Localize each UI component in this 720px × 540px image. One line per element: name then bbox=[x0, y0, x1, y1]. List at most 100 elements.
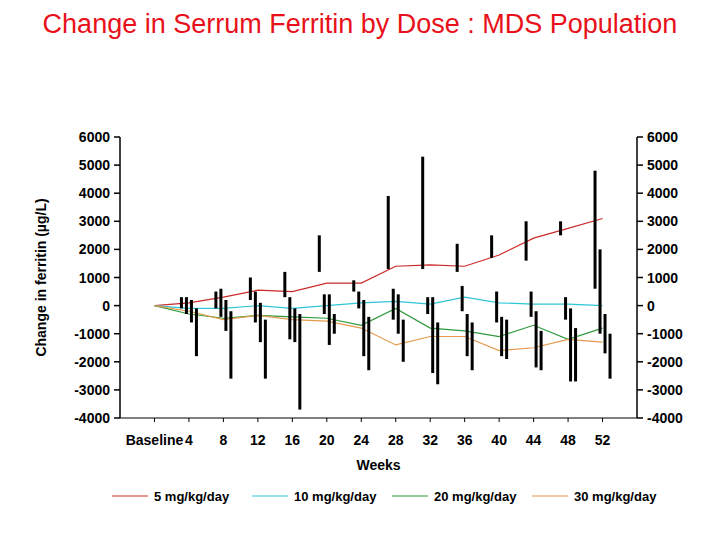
x-tick bbox=[533, 418, 534, 422]
range-bar bbox=[540, 331, 543, 370]
y-tick-right bbox=[637, 417, 643, 419]
y-tick bbox=[114, 164, 120, 166]
chart-title: Change in Serrum Ferritin by Dose : MDS … bbox=[0, 6, 720, 42]
range-bar bbox=[426, 297, 429, 314]
range-bar bbox=[190, 300, 193, 322]
y-tick-label: -1000 bbox=[74, 326, 110, 342]
y-tick bbox=[114, 192, 120, 194]
range-bar bbox=[535, 311, 538, 367]
range-bar bbox=[505, 320, 508, 359]
y-tick-label: 5000 bbox=[79, 157, 110, 173]
x-tick-label: 40 bbox=[491, 432, 507, 448]
range-bar bbox=[180, 297, 183, 308]
range-bar bbox=[254, 292, 257, 323]
range-bar bbox=[362, 300, 365, 356]
x-tick bbox=[188, 418, 189, 422]
legend-label: 20 mg/kg/day bbox=[434, 489, 517, 504]
range-bar bbox=[249, 278, 252, 300]
legend-label: 5 mg/kg/day bbox=[154, 489, 230, 504]
x-tick-label: 20 bbox=[319, 432, 335, 448]
range-bar bbox=[195, 308, 198, 356]
range-bar bbox=[604, 314, 607, 353]
y-tick-label-right: 5000 bbox=[647, 157, 678, 173]
x-tick-label: 32 bbox=[422, 432, 438, 448]
range-bar bbox=[525, 221, 528, 260]
y-tick-label: 3000 bbox=[79, 213, 110, 229]
range-bar bbox=[333, 314, 336, 334]
y-tick-right bbox=[637, 249, 643, 251]
y-tick-label: 0 bbox=[102, 298, 110, 314]
range-bar bbox=[219, 289, 222, 317]
y-tick-right bbox=[637, 305, 643, 307]
y-axis-label: Change in ferritin (µg/L) bbox=[33, 198, 49, 356]
range-bar bbox=[461, 286, 464, 311]
y-tick-label-right: -2000 bbox=[647, 354, 683, 370]
range-bar bbox=[466, 314, 469, 356]
range-bar bbox=[564, 297, 567, 319]
x-tick bbox=[326, 418, 327, 422]
x-tick-label: 48 bbox=[560, 432, 576, 448]
x-axis bbox=[120, 418, 637, 419]
x-tick-label: 44 bbox=[526, 432, 542, 448]
x-tick bbox=[430, 418, 431, 422]
range-bar bbox=[436, 322, 439, 384]
x-tick bbox=[602, 418, 603, 422]
legend-swatch bbox=[392, 495, 428, 496]
range-bar bbox=[328, 294, 331, 345]
x-tick bbox=[568, 418, 569, 422]
range-bar bbox=[318, 235, 321, 272]
x-tick-label: 16 bbox=[285, 432, 301, 448]
range-bar bbox=[569, 308, 572, 381]
range-bar bbox=[293, 308, 296, 342]
x-tick bbox=[223, 418, 224, 422]
range-bar bbox=[288, 297, 291, 339]
y-tick-label: -3000 bbox=[74, 382, 110, 398]
legend-label: 10 mg/kg/day bbox=[294, 489, 377, 504]
x-tick-label: 52 bbox=[595, 432, 611, 448]
range-bar bbox=[530, 292, 533, 317]
y-tick-right bbox=[637, 333, 643, 335]
x-tick bbox=[154, 418, 155, 422]
y-tick-label-right: 4000 bbox=[647, 185, 678, 201]
y-tick bbox=[114, 249, 120, 251]
range-bar bbox=[264, 320, 267, 379]
x-tick-label: 36 bbox=[457, 432, 473, 448]
range-bar bbox=[185, 297, 188, 314]
y-tick-label: 2000 bbox=[79, 241, 110, 257]
x-tick-label: 4 bbox=[185, 432, 193, 448]
y-tick-label: -2000 bbox=[74, 354, 110, 370]
y-tick-label: 4000 bbox=[79, 185, 110, 201]
x-axis-label: Weeks bbox=[356, 457, 400, 473]
range-bar bbox=[594, 171, 597, 289]
range-bar bbox=[490, 235, 493, 257]
y-tick bbox=[114, 361, 120, 363]
legend-swatch bbox=[252, 495, 288, 496]
range-bar bbox=[599, 249, 602, 333]
y-tick-label-right: 3000 bbox=[647, 213, 678, 229]
range-bar bbox=[397, 294, 400, 333]
y-tick-label: 1000 bbox=[79, 270, 110, 286]
y-tick-label-right: -1000 bbox=[647, 326, 683, 342]
range-bar bbox=[224, 300, 227, 331]
range-bar bbox=[357, 292, 360, 309]
range-bar bbox=[402, 320, 405, 362]
chart-canvas: -4000-4000-3000-3000-2000-2000-1000-1000… bbox=[0, 0, 720, 540]
range-bar bbox=[471, 322, 474, 370]
y-tick-right bbox=[637, 136, 643, 138]
y-tick-right bbox=[637, 389, 643, 391]
range-bar bbox=[229, 311, 232, 378]
y-tick-right bbox=[637, 221, 643, 223]
range-bar bbox=[392, 289, 395, 320]
y-tick bbox=[114, 221, 120, 223]
range-bar bbox=[609, 334, 612, 379]
y-tick-label: -4000 bbox=[74, 410, 110, 426]
legend-swatch bbox=[532, 495, 568, 496]
y-tick-label-right: 1000 bbox=[647, 270, 678, 286]
range-bar bbox=[559, 221, 562, 235]
x-tick bbox=[292, 418, 293, 422]
range-bar bbox=[367, 317, 370, 370]
y-tick-right bbox=[637, 277, 643, 279]
y-tick-label-right: 2000 bbox=[647, 241, 678, 257]
y-tick bbox=[114, 136, 120, 138]
range-bar bbox=[259, 303, 262, 342]
